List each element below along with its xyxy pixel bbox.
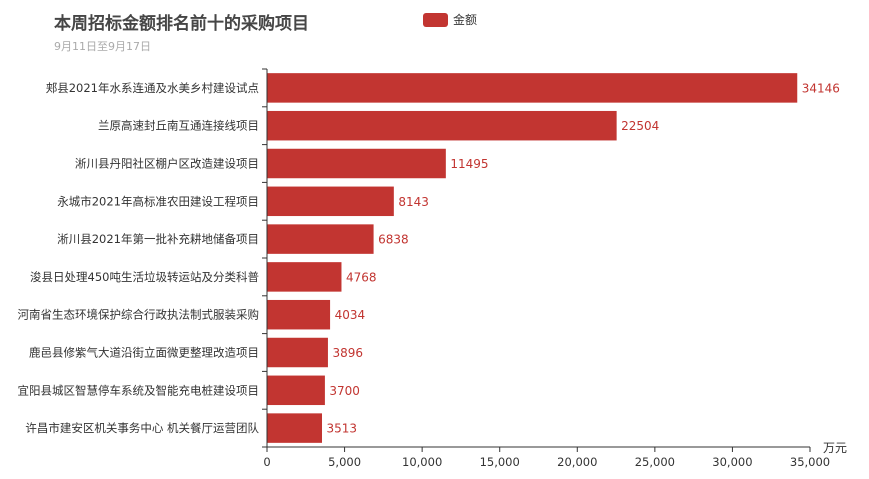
legend[interactable]: 金额 xyxy=(423,11,477,28)
bar-value-label: 11495 xyxy=(450,157,488,171)
x-tick-label: 35,000 xyxy=(790,455,830,469)
x-tick-label: 15,000 xyxy=(480,455,520,469)
category-label: 宜阳县城区智慧停车系统及智能充电桩建设项目 xyxy=(18,383,260,397)
bar xyxy=(267,186,394,217)
bar xyxy=(267,413,323,443)
legend-label: 金额 xyxy=(453,13,478,27)
bar xyxy=(267,73,798,103)
bar xyxy=(267,375,325,406)
x-tick-label: 30,000 xyxy=(712,455,752,469)
bar xyxy=(267,148,446,179)
chart-subtitle: 9月11日至9月17日 xyxy=(54,40,151,53)
bar xyxy=(267,299,331,330)
x-tick-label: 5,000 xyxy=(328,455,361,469)
category-label: 兰原高速封丘南互通连接线项目 xyxy=(98,119,259,133)
category-label: 郏县2021年水系连通及水美乡村建设试点 xyxy=(46,81,259,95)
category-label: 河南省生态环境保护综合行政执法制式服装采购 xyxy=(18,308,260,322)
bar-value-label: 3513 xyxy=(327,422,358,436)
bar-value-label: 4768 xyxy=(346,270,377,284)
x-tick-label: 10,000 xyxy=(402,455,442,469)
category-label: 淅川县丹阳社区棚户区改造建设项目 xyxy=(75,157,259,171)
bar-value-label: 6838 xyxy=(378,233,409,247)
legend-swatch xyxy=(423,12,448,27)
x-tick-label: 20,000 xyxy=(557,455,597,469)
x-axis-unit-label: 万元 xyxy=(823,441,847,455)
bar-value-label: 8143 xyxy=(398,195,429,209)
bar xyxy=(267,110,617,141)
bar-value-label: 4034 xyxy=(335,308,366,322)
bar-value-label: 34146 xyxy=(802,81,840,95)
bar xyxy=(267,262,342,292)
bar-value-label: 3896 xyxy=(332,346,363,360)
category-label: 淅川县2021年第一批补充耕地储备项目 xyxy=(57,232,259,246)
category-label: 许昌市建安区机关事务中心 机关餐厅运营团队 xyxy=(25,421,259,435)
bar xyxy=(267,224,374,254)
x-tick-label: 25,000 xyxy=(635,455,675,469)
bar xyxy=(267,337,328,368)
category-label: 永城市2021年高标准农田建设工程项目 xyxy=(57,194,259,208)
bar-value-label: 3700 xyxy=(329,384,360,398)
chart-title: 本周招标金额排名前十的采购项目 xyxy=(54,14,309,34)
x-tick-label: 0 xyxy=(263,455,270,469)
category-label: 鹿邑县修紫气大道沿街立面微更整理改造项目 xyxy=(29,346,259,360)
bar-value-label: 22504 xyxy=(621,119,659,133)
category-label: 浚县日处理450吨生活垃圾转运站及分类科普 xyxy=(30,270,259,284)
